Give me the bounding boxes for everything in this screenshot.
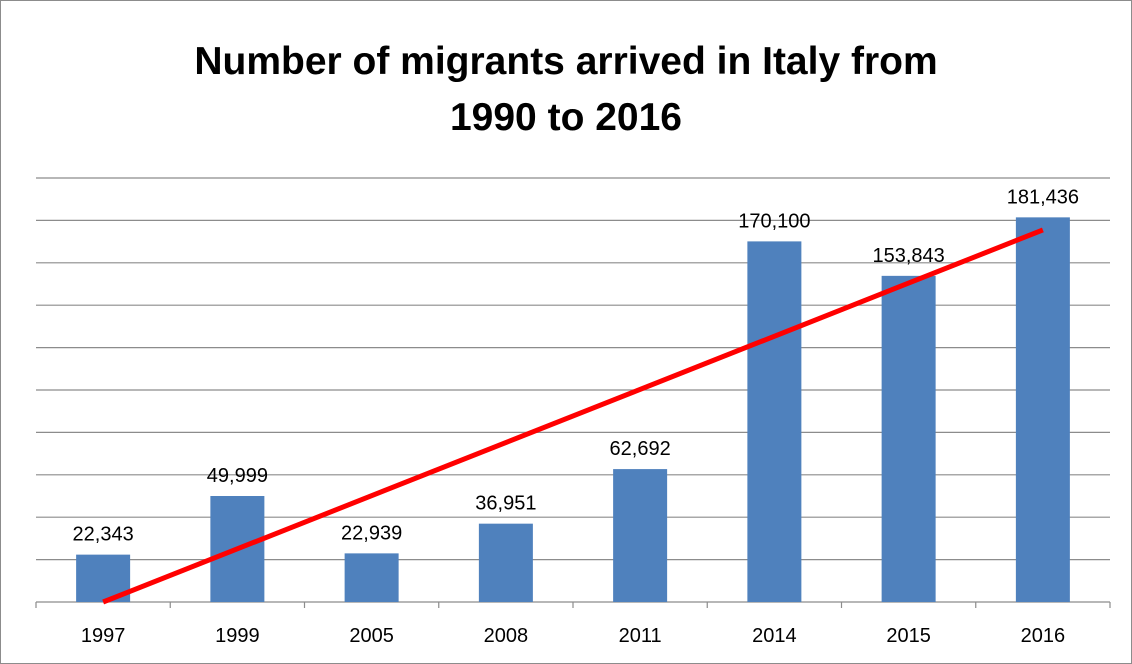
chart-title-line-1: Number of migrants arrived in Italy from: [194, 40, 938, 83]
data-label-2016: 181,436: [1007, 186, 1079, 208]
data-label-2008: 36,951: [475, 493, 536, 515]
bar-2014: [747, 241, 802, 602]
bar-2008: [478, 523, 533, 602]
bar-2016: [1015, 217, 1070, 602]
x-tick-label-1997: 1997: [81, 625, 126, 647]
data-label-2011: 62,692: [610, 438, 671, 460]
x-tick-label-2015: 2015: [886, 625, 931, 647]
x-tick-label-2011: 2011: [619, 625, 662, 647]
data-label-1999: 49,999: [207, 465, 268, 487]
trendline: [102, 227, 1044, 605]
chart-title-line-2: 1990 to 2016: [449, 96, 682, 139]
x-tick-label-2014: 2014: [752, 625, 797, 647]
data-label-2015: 153,843: [872, 245, 944, 267]
x-tick-label-2008: 2008: [484, 625, 529, 647]
data-label-2014: 170,100: [738, 210, 810, 232]
x-tick-label-1999: 1999: [215, 625, 260, 647]
chart-title: Number of migrants arrived in Italy from…: [0, 34, 1132, 146]
x-tick-label-2016: 2016: [1021, 625, 1066, 647]
data-label-2005: 22,939: [341, 522, 402, 544]
bar-2011: [613, 469, 668, 602]
bar-2005: [344, 553, 399, 602]
x-tick-label-2005: 2005: [349, 625, 394, 647]
bar-2015: [881, 275, 936, 602]
data-label-1997: 22,343: [73, 524, 134, 546]
